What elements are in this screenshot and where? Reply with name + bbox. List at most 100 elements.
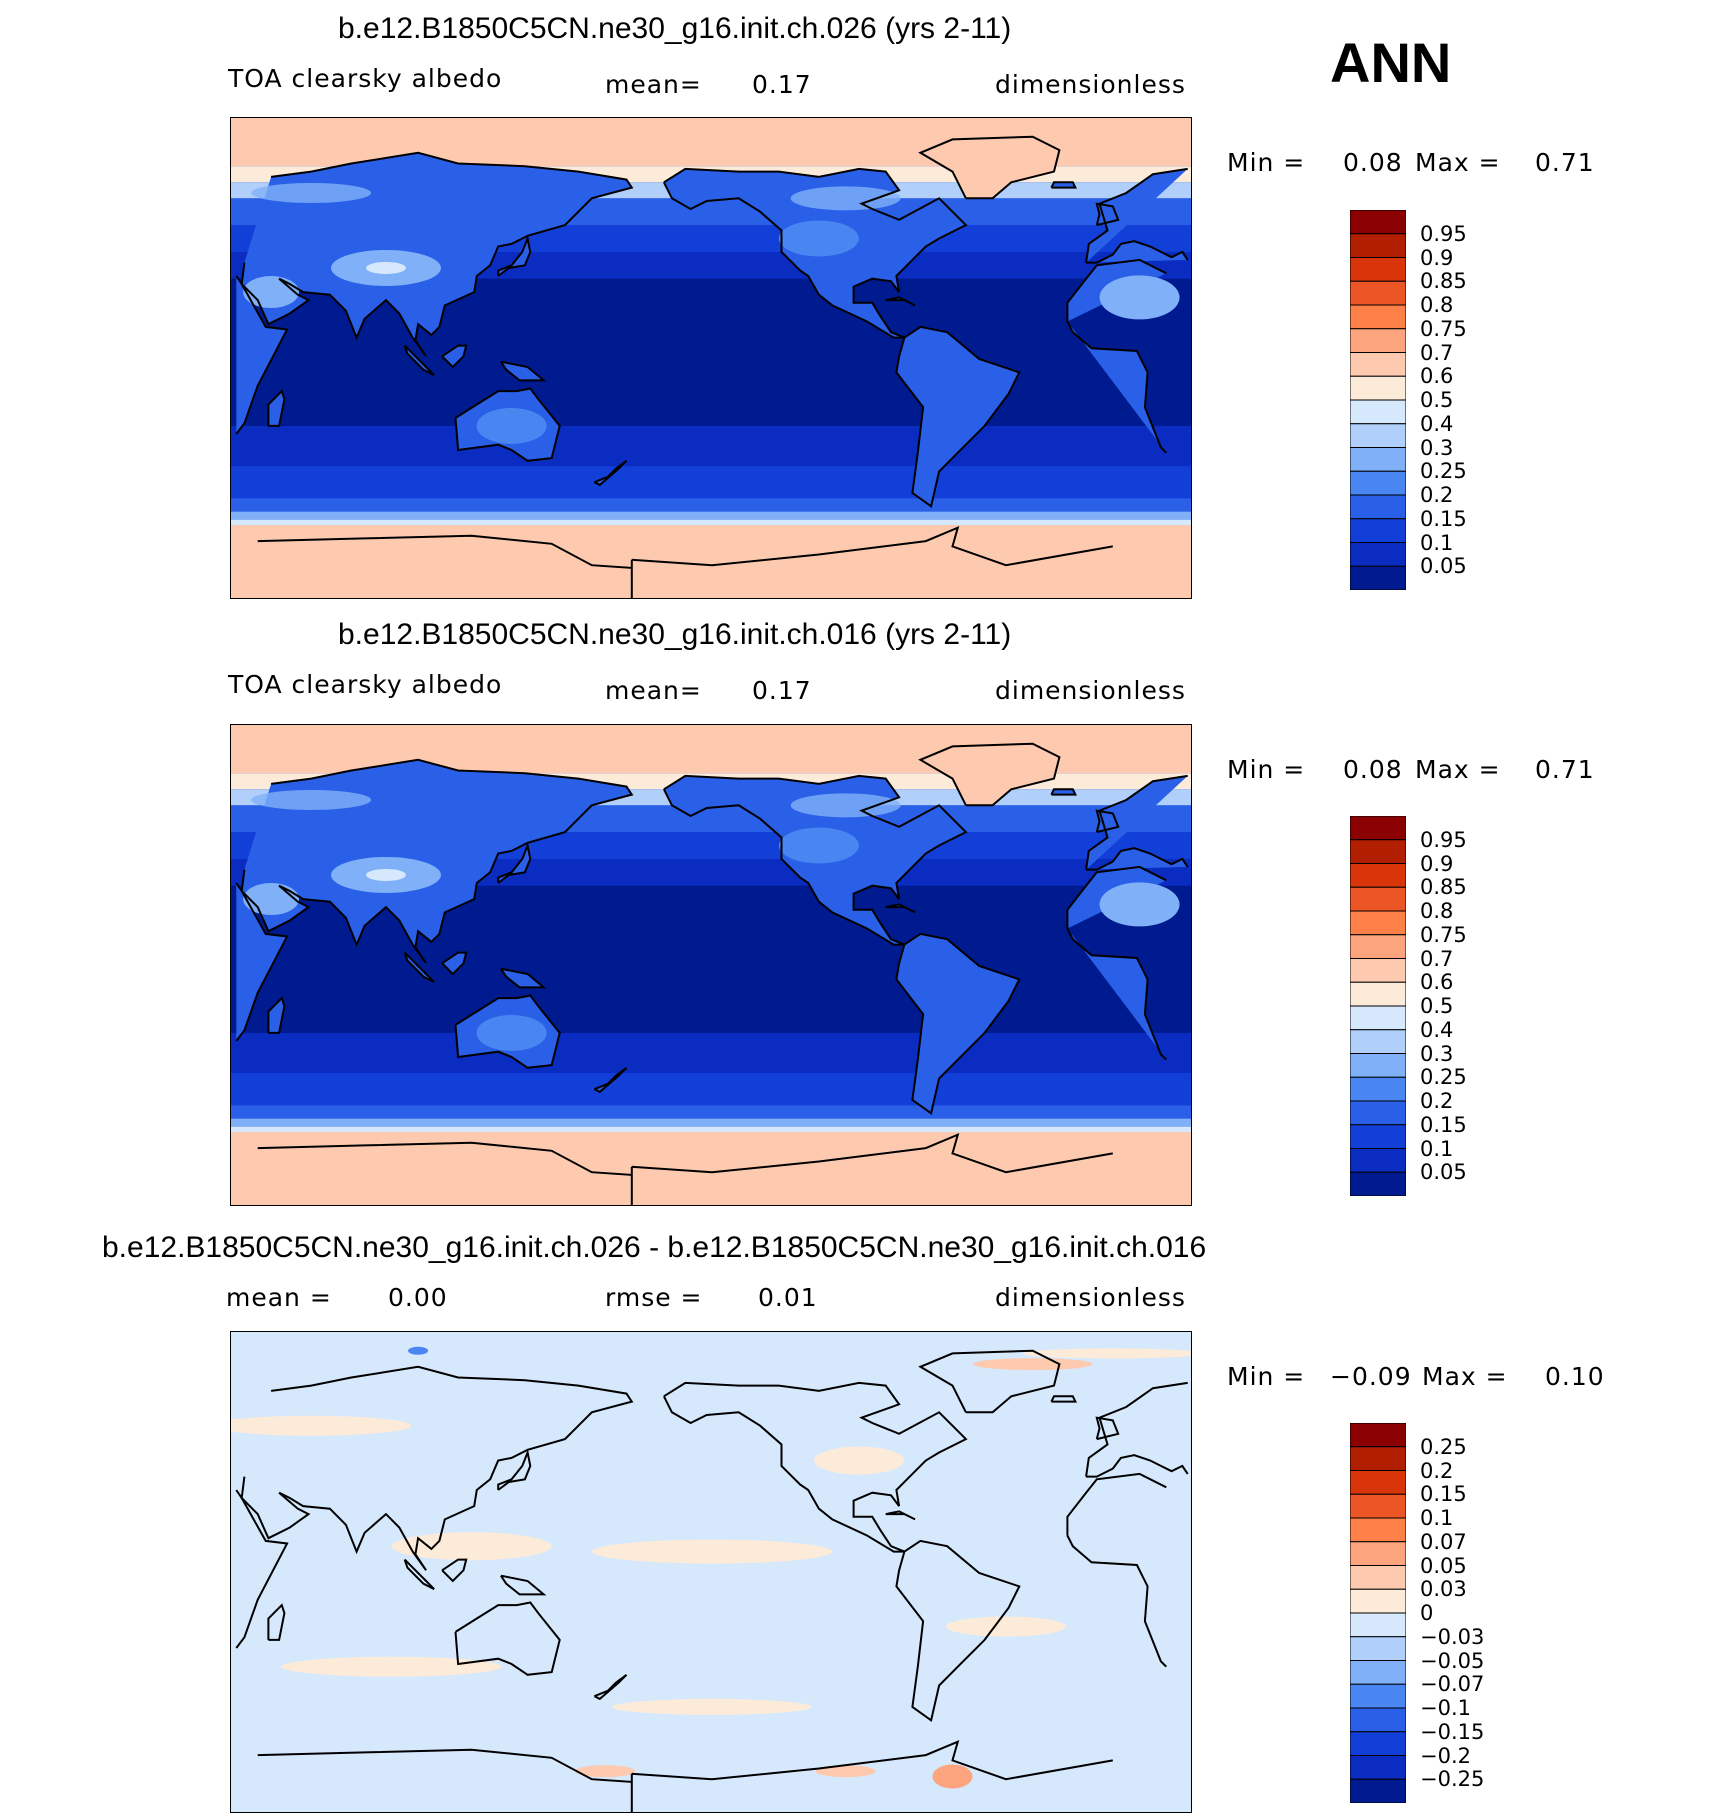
panel-3-title: b.e12.B1850C5CN.ne30_g16.init.ch.026 - b… <box>102 1231 1207 1264</box>
map-contour-blob <box>932 1764 973 1789</box>
colorbar-swatch <box>1350 910 1406 936</box>
coastline-outline <box>235 742 1189 1205</box>
panel-2-mean-value: 0.17 <box>752 676 812 705</box>
colorbar-swatch <box>1350 1029 1406 1054</box>
colorbar-swatch <box>1350 1541 1406 1566</box>
colorbar-swatch <box>1350 1076 1406 1102</box>
colorbar-tick-label: 0.1 <box>1420 530 1454 555</box>
colorbar-swatch <box>1350 565 1406 590</box>
map-contour-blob <box>365 868 406 881</box>
colorbar-tick-label: −0.25 <box>1420 1767 1485 1792</box>
colorbar-swatch <box>1350 328 1406 353</box>
panel-2-max-value: 0.71 <box>1535 755 1595 784</box>
panel-3-rmse-label: rmse = <box>605 1283 703 1312</box>
panel-2-units: dimensionless <box>995 676 1186 705</box>
panel-2-min-value: 0.08 <box>1343 755 1403 784</box>
colorbar-tick-label: −0.2 <box>1420 1743 1471 1768</box>
map-color-band <box>231 1105 1191 1119</box>
map-contour-blob <box>476 407 547 444</box>
colorbar-tick-label: 0.4 <box>1420 1017 1454 1042</box>
colorbar-swatch <box>1350 816 1406 841</box>
colorbar-tick-label: 0.6 <box>1420 364 1454 389</box>
colorbar-swatch <box>1350 1612 1406 1638</box>
colorbar-tick-label: 0.2 <box>1420 1458 1454 1483</box>
colorbar-tick-label: 0.25 <box>1420 1434 1467 1459</box>
map-contour-blob <box>972 1358 1093 1371</box>
map-contour-blob <box>778 220 859 257</box>
colorbar-swatch <box>1350 542 1406 567</box>
colorbar-swatch <box>1350 1470 1406 1495</box>
colorbar-swatch <box>1350 886 1406 912</box>
colorbar-tick-label: 0.2 <box>1420 483 1454 507</box>
colorbar-swatch <box>1350 1660 1406 1685</box>
map-color-band <box>231 519 1191 526</box>
colorbar-swatch <box>1350 1005 1406 1031</box>
map-color-band <box>231 1118 1191 1127</box>
colorbar-swatch <box>1350 1707 1406 1733</box>
map-contour-blob <box>1022 1348 1191 1359</box>
colorbar-swatch <box>1350 1636 1406 1661</box>
colorbar-swatch <box>1350 518 1406 543</box>
colorbar-swatch <box>1350 958 1406 983</box>
panel-1-mean-value: 0.17 <box>752 70 812 99</box>
colorbar-swatch <box>1350 1755 1406 1780</box>
colorbar-tick-label: 0.05 <box>1420 554 1467 579</box>
colorbar-tick-label: 0.85 <box>1420 875 1467 900</box>
colorbar-swatch <box>1350 1493 1406 1519</box>
map-contour-blob <box>365 261 406 274</box>
colorbar-tick-label: 0.75 <box>1420 922 1467 947</box>
panel-1-min-value: 0.08 <box>1343 148 1403 177</box>
panel-3-max-value: 0.10 <box>1545 1362 1605 1391</box>
colorbar-swatch <box>1350 257 1406 282</box>
colorbar-tick-label: 0.7 <box>1420 946 1454 971</box>
colorbar-tick-label: 0.8 <box>1420 899 1454 923</box>
colorbar-swatch <box>1350 233 1406 258</box>
colorbar-tick-label: −0.07 <box>1420 1672 1485 1697</box>
colorbar-tick-label: 0.9 <box>1420 851 1454 876</box>
panel-1-max-value: 0.71 <box>1535 148 1595 177</box>
panel-3-mean-label: mean = <box>226 1283 332 1312</box>
coastline-outline <box>235 1349 1189 1812</box>
panel-1-max-label: Max = <box>1415 148 1501 177</box>
map-contour-blob <box>778 827 859 864</box>
panel-3-min-label: Min = <box>1227 1362 1306 1391</box>
colorbar-swatch <box>1350 981 1406 1007</box>
colorbar-swatch <box>1350 470 1406 496</box>
panel-3-units: dimensionless <box>995 1283 1186 1312</box>
map-contour-blob <box>251 182 372 203</box>
colorbar-tick-label: 0.15 <box>1420 1112 1467 1137</box>
colorbar-swatch <box>1350 1588 1406 1614</box>
map-contour-blob <box>408 1346 429 1355</box>
colorbar-tick-label: 0.7 <box>1420 340 1454 365</box>
panel-2-map <box>230 724 1192 1206</box>
colorbar-tick-label: −0.05 <box>1420 1648 1485 1673</box>
map-color-band <box>231 498 1191 512</box>
colorbar-swatch <box>1350 375 1406 401</box>
colorbar-tick-label: −0.03 <box>1420 1624 1485 1649</box>
colorbar-swatch <box>1350 1683 1406 1709</box>
map-color-band <box>231 1073 1191 1106</box>
panel-2-title: b.e12.B1850C5CN.ne30_g16.init.ch.016 (yr… <box>338 618 1012 651</box>
colorbar-swatch <box>1350 1731 1406 1756</box>
map-contour-blob <box>815 1765 876 1778</box>
colorbar-swatch <box>1350 352 1406 377</box>
colorbar-swatch <box>1350 423 1406 448</box>
panel-2-max-label: Max = <box>1415 755 1501 784</box>
colorbar-tick-label: 0.05 <box>1420 1160 1467 1185</box>
colorbar-tick-label: 0.03 <box>1420 1577 1467 1602</box>
colorbar-swatch <box>1350 1446 1406 1471</box>
map-contour-blob <box>476 1014 547 1051</box>
colorbar-swatch <box>1350 839 1406 864</box>
colorbar-swatch <box>1350 1100 1406 1126</box>
map-contour-blob <box>1099 275 1180 320</box>
map-contour-blob <box>592 1539 832 1564</box>
panel-3-rmse-value: 0.01 <box>758 1283 818 1312</box>
panel-1-map <box>230 117 1192 599</box>
colorbar-tick-label: 0.3 <box>1420 435 1454 460</box>
colorbar-swatch <box>1350 1423 1406 1448</box>
season-label: ANN <box>1330 31 1452 94</box>
colorbar-swatch <box>1350 304 1406 330</box>
map-contour-blob <box>945 1616 1066 1637</box>
colorbar-swatch <box>1350 934 1406 959</box>
colorbar-tick-label: 0.1 <box>1420 1506 1454 1530</box>
